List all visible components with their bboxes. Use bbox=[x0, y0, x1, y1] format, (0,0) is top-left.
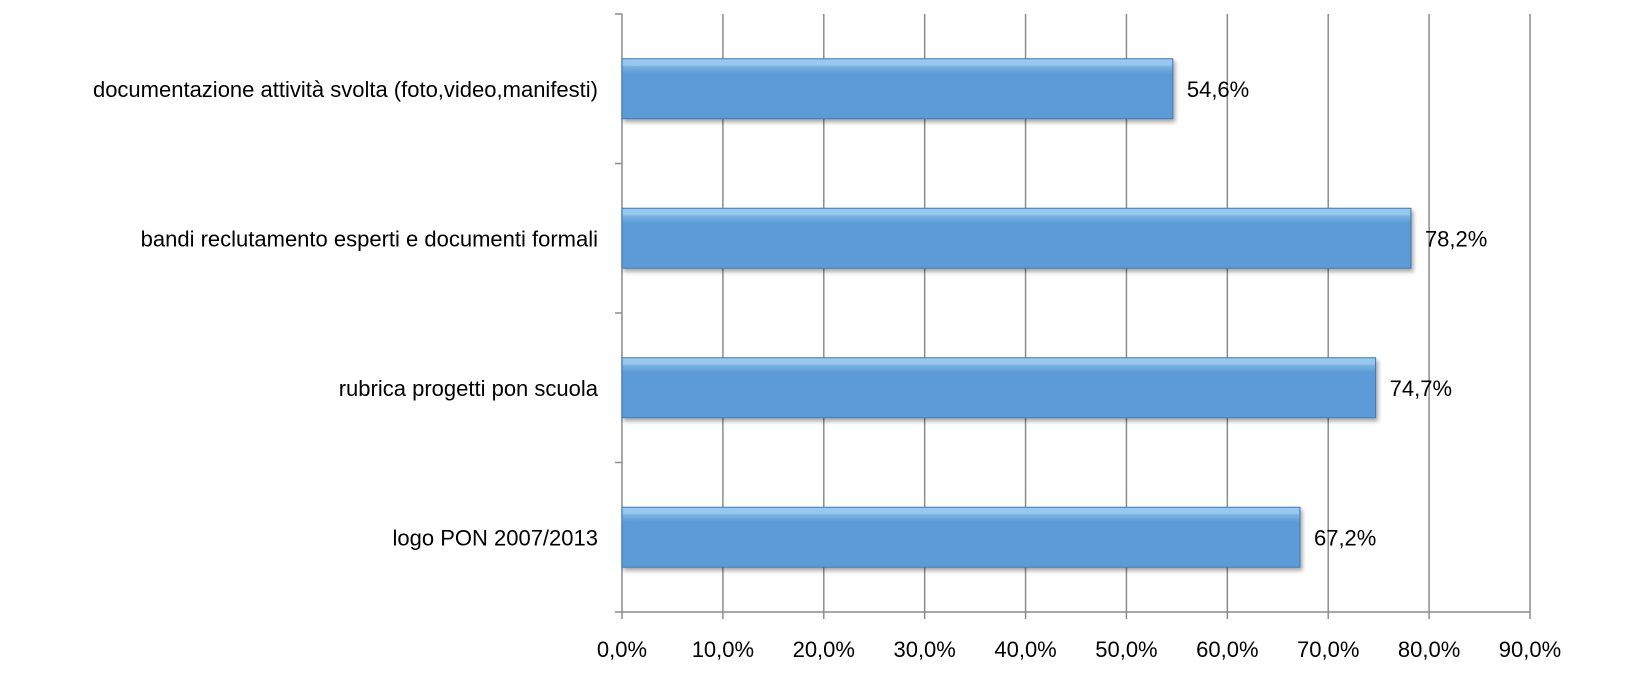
data-label: 74,7% bbox=[1390, 376, 1452, 401]
bars bbox=[621, 58, 1412, 568]
x-tick-label: 10,0% bbox=[692, 637, 754, 662]
x-tick-label: 0,0% bbox=[597, 637, 647, 662]
x-tick-label: 40,0% bbox=[994, 637, 1056, 662]
bar-bevel bbox=[623, 59, 1172, 66]
bar bbox=[621, 58, 1174, 120]
x-tick-label: 30,0% bbox=[893, 637, 955, 662]
bar-bevel bbox=[623, 209, 1410, 216]
x-tick-label: 90,0% bbox=[1499, 637, 1561, 662]
bar-group bbox=[621, 506, 1301, 568]
bar-bevel bbox=[623, 358, 1375, 365]
category-label: documentazione attività svolta (foto,vid… bbox=[93, 77, 598, 102]
category-label: logo PON 2007/2013 bbox=[393, 525, 599, 550]
x-tick-label: 50,0% bbox=[1095, 637, 1157, 662]
bar-bevel bbox=[623, 508, 1299, 515]
x-tick-label: 60,0% bbox=[1196, 637, 1258, 662]
bar-group bbox=[621, 207, 1412, 269]
x-tick-label: 80,0% bbox=[1398, 637, 1460, 662]
data-label: 67,2% bbox=[1314, 525, 1376, 550]
category-label: rubrica progetti pon scuola bbox=[339, 376, 599, 401]
data-label: 54,6% bbox=[1187, 77, 1249, 102]
bar bbox=[621, 207, 1412, 269]
labels: 0,0% 10,0% 20,0% 30,0% 40,0% 50,0% 60,0% 70,0% 8… bbox=[93, 77, 1561, 662]
bar bbox=[621, 506, 1301, 568]
bar-group bbox=[621, 58, 1174, 120]
bar-group bbox=[621, 357, 1377, 419]
x-tick-label: 20,0% bbox=[793, 637, 855, 662]
category-label: bandi reclutamento esperti e documenti f… bbox=[141, 226, 598, 251]
x-tick-label: 70,0% bbox=[1297, 637, 1359, 662]
bar bbox=[621, 357, 1377, 419]
data-label: 78,2% bbox=[1425, 226, 1487, 251]
